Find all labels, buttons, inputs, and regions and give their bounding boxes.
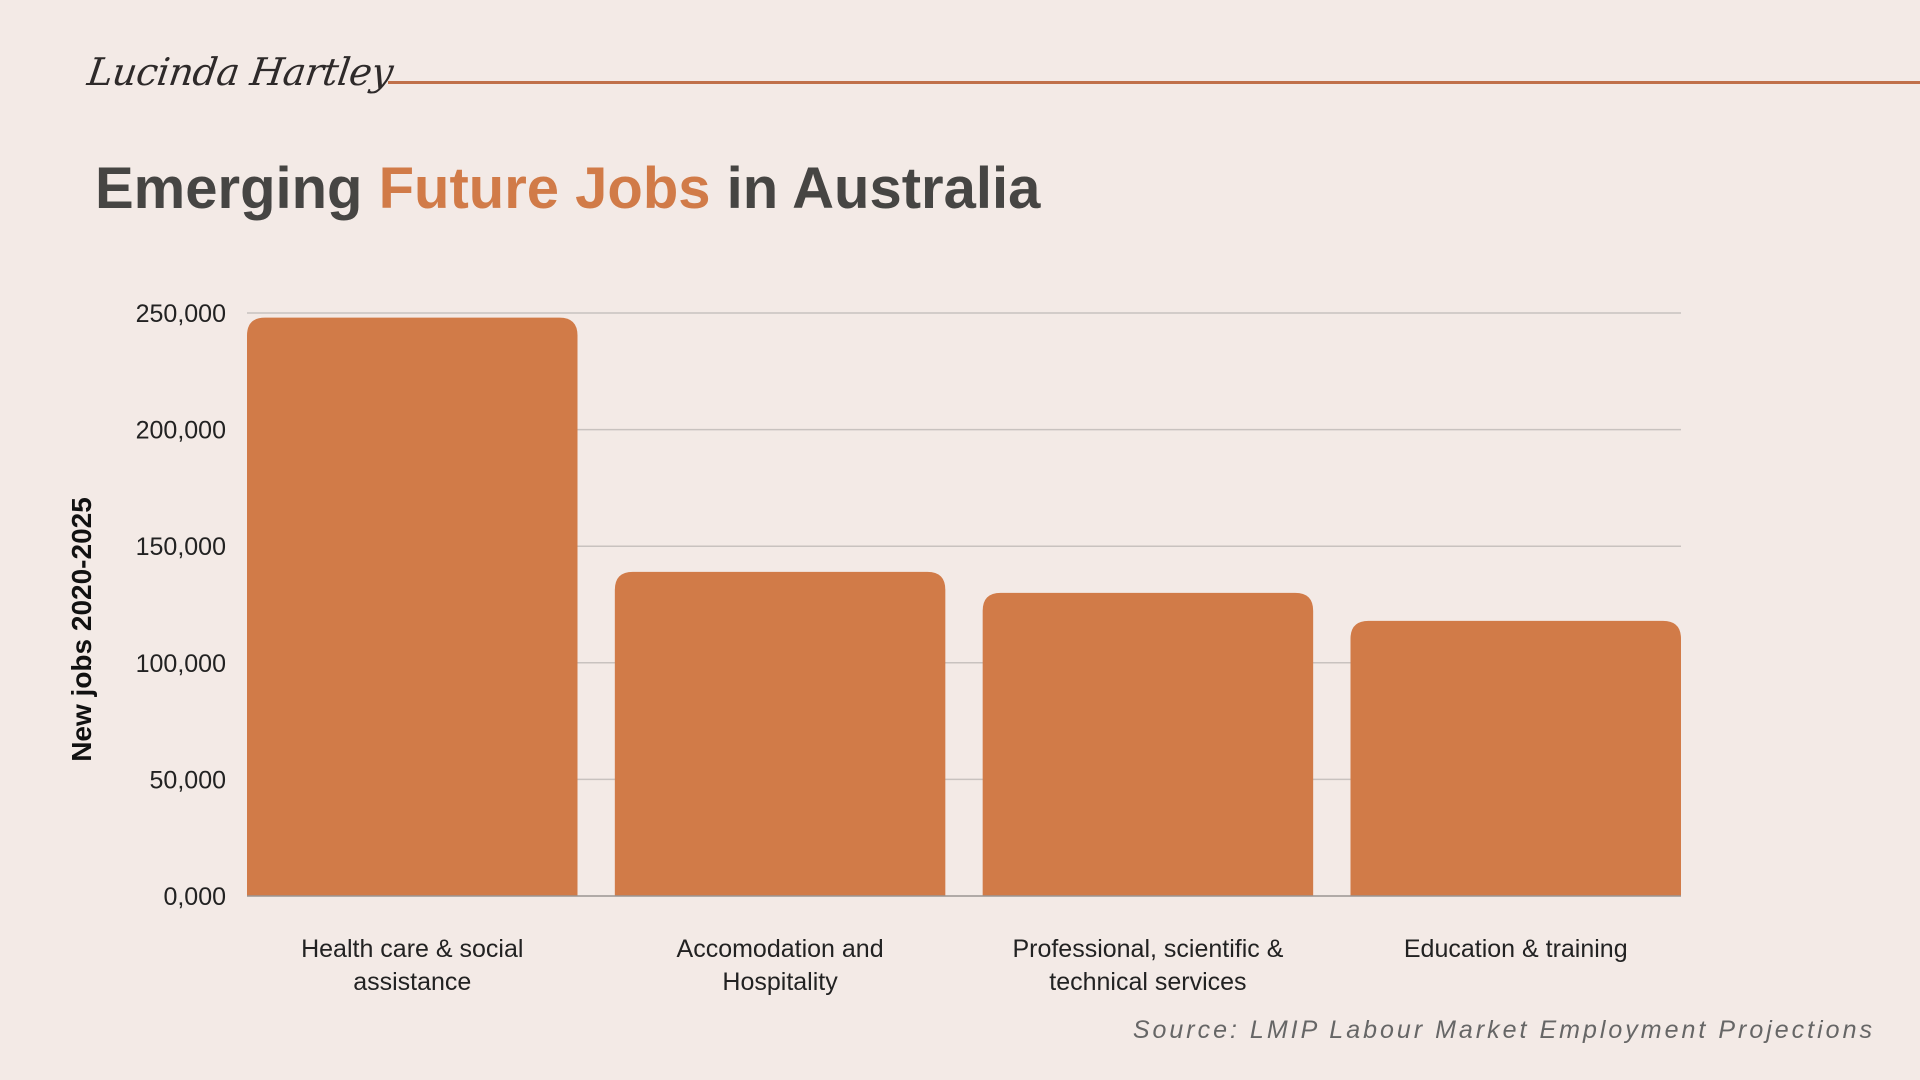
x-tick-label: Professional, scientific & technical serv… [1012,935,1283,996]
x-tick-label: Education & training [1404,935,1628,963]
bar [614,571,946,896]
bar-chart: 0,000 50,000 100,000 150,000 200,000 250,000 H… [66,300,1681,996]
y-tick-label: 50,000 [150,766,226,794]
bar [1350,620,1681,896]
x-tick-label: Health care & social assistance [301,935,523,996]
bar [982,592,1314,896]
y-tick-label: 0,000 [163,883,226,911]
y-tick-label: 250,000 [136,300,226,328]
page-title: Emerging Future Jobs in Australia [95,155,1040,222]
title-accent: Future Jobs [378,156,711,221]
title-part2: in Australia [710,156,1041,221]
source-note: Source: LMIP Labour Market Employment Pr… [1132,1016,1875,1044]
y-tick-label: 200,000 [136,417,226,445]
y-tick-label: 100,000 [136,650,226,678]
x-tick-label: Accomodation and Hospitality [677,935,884,996]
title-part1: Emerging [95,156,379,221]
author-signature: Lucinda Hartley [84,50,396,94]
header-rule [388,81,1920,84]
y-axis-title: New jobs 2020-2025 [66,497,97,762]
y-tick-label: 150,000 [136,533,226,561]
bar [247,317,578,896]
